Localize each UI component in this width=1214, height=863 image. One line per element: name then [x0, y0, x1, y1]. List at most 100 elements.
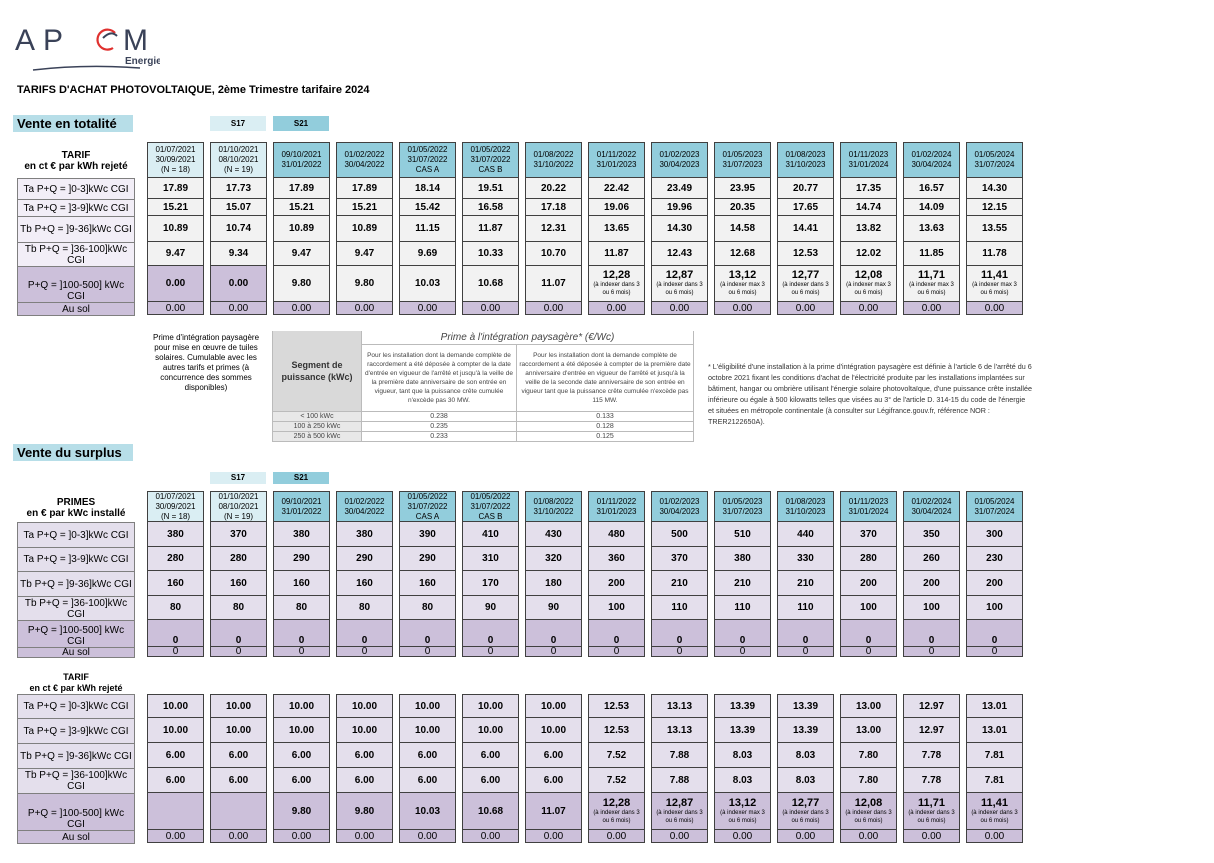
table-cell: 6.00	[462, 768, 519, 793]
table-cell: 0.00	[147, 266, 204, 302]
table-cell: 260	[903, 547, 960, 571]
table-cell: 11.07	[525, 793, 582, 830]
label-title: TARIF	[61, 150, 91, 161]
period-header: 01/08/2023 31/10/2023	[777, 142, 834, 178]
period-header: 01/05/2024 31/07/2024	[966, 142, 1023, 178]
cell-value: 9.80	[354, 805, 375, 817]
table-cell: 500	[651, 522, 708, 547]
period-header-line: 30/09/2021	[155, 501, 196, 511]
table-cell: 23.49	[651, 178, 708, 199]
table-cell: 0.00	[651, 830, 708, 843]
cell-value: 10.03	[414, 805, 441, 817]
table-cell: 7.88	[651, 768, 708, 793]
table-cell: 100	[966, 596, 1023, 620]
row-label: Tb P+Q = ]36-100]kWc CGI	[17, 768, 135, 794]
table-cell: 11.87	[588, 242, 645, 266]
table-cell: 10.89	[273, 216, 330, 242]
period-header-line: (N = 18)	[160, 165, 191, 174]
cell-value: 0.00	[165, 278, 186, 289]
table-cell: 13,12 (à indexer max 3 ou 6 mois)	[714, 266, 771, 302]
table-cell: 18.14	[399, 178, 456, 199]
period-header: 01/02/2024 30/04/2024	[903, 491, 960, 522]
period-header-line: CAS B	[478, 511, 503, 521]
table-cell: 200	[903, 571, 960, 596]
table-cell: 14.41	[777, 216, 834, 242]
segment-header: Segment de puissance (kWc)	[272, 331, 362, 412]
cell-value: 11.07	[541, 278, 566, 289]
period-header: 09/10/2021 31/01/2022	[273, 142, 330, 178]
table-cell: 380	[273, 522, 330, 547]
period-header-line: 31/07/2023	[722, 506, 763, 516]
period-header: 01/11/2022 31/01/2023	[588, 491, 645, 522]
table-cell: 0.00	[210, 266, 267, 302]
table-cell: 9.34	[210, 242, 267, 266]
table-cell: 0	[147, 646, 204, 657]
period-header: 01/05/2023 31/07/2023	[714, 491, 771, 522]
table-cell: 7.52	[588, 743, 645, 768]
table-cell: 9.47	[336, 242, 393, 266]
period-header-line: 31/01/2024	[848, 160, 889, 169]
period-header-line: 01/05/2022	[407, 491, 448, 501]
table-cell: 200	[840, 571, 897, 596]
table-cell: 0	[273, 620, 330, 647]
table-cell: 15.21	[273, 199, 330, 216]
row-label: Tb P+Q = ]9-36]kWc CGI	[17, 571, 135, 597]
table-cell: 14.30	[966, 178, 1023, 199]
table-cell: 10.74	[210, 216, 267, 242]
tag-s21: S21	[273, 116, 329, 131]
row-label: Au sol	[17, 647, 135, 658]
table-cell: 0	[210, 620, 267, 647]
period-header-line: 31/10/2022	[533, 160, 574, 169]
segment: 250 à 500 kWc	[272, 431, 362, 442]
svg-text:Energie: Energie	[125, 56, 160, 67]
table-cell: 14.30	[651, 216, 708, 242]
table-cell: 13.63	[903, 216, 960, 242]
cell-value: 12,08	[854, 796, 883, 809]
period-header-line: 01/07/2021	[155, 491, 196, 501]
cell-value: 12,87	[665, 796, 694, 809]
table-cell: 22.42	[588, 178, 645, 199]
prime-integration-table: Segment de puissance (kWc) Prime à l'int…	[272, 331, 694, 442]
table-cell: 0	[840, 620, 897, 647]
cell-note: (à indexer max 3 ou 6 mois)	[720, 809, 765, 824]
table-cell: 180	[525, 571, 582, 596]
table-cell: 13.39	[777, 694, 834, 718]
cell-value: 12,08	[854, 269, 883, 281]
table-cell: 10.68	[462, 793, 519, 830]
table-cell: 210	[714, 571, 771, 596]
table-cell: 9.47	[147, 242, 204, 266]
table-cell: 10.89	[147, 216, 204, 242]
period-header-line: 08/10/2021	[218, 501, 259, 511]
period-header-line: 31/07/2022	[470, 501, 511, 511]
period-header-line: 01/02/2023	[659, 150, 700, 159]
table-cell: 15.21	[336, 199, 393, 216]
table-cell: 13.01	[966, 718, 1023, 743]
table-cell: 100	[903, 596, 960, 620]
table-cell: 10.89	[336, 216, 393, 242]
period-header: 01/08/2023 31/10/2023	[777, 491, 834, 522]
table-cell: 10.00	[399, 718, 456, 743]
cell-value: 12,28	[602, 796, 631, 809]
cell-value: 10.68	[477, 278, 504, 289]
period-header-line: (N = 19)	[223, 511, 254, 521]
period-header-line: 30/04/2024	[911, 160, 952, 169]
table-cell: 230	[966, 547, 1023, 571]
table-cell: 10.68	[462, 266, 519, 302]
table-cell: 12.43	[651, 242, 708, 266]
tag-s17: S17	[210, 116, 266, 131]
prime-col2-header: Pour les installation dont la demande co…	[516, 344, 694, 412]
table-cell: 10.00	[147, 718, 204, 743]
table-cell: 13.13	[651, 694, 708, 718]
cell-note: (à indexer max 3 ou 6 mois)	[846, 282, 891, 296]
table-cell: 10.00	[273, 694, 330, 718]
table-cell: 110	[651, 596, 708, 620]
table-cell: 160	[273, 571, 330, 596]
period-header: 01/02/2023 30/04/2023	[651, 142, 708, 178]
cell-value: 12,77	[791, 796, 820, 809]
table-cell: 0	[399, 620, 456, 647]
table-cell: 7.78	[903, 768, 960, 793]
table-cell: 23.95	[714, 178, 771, 199]
table-cell: 6.00	[399, 743, 456, 768]
table-cell: 0.00	[777, 830, 834, 843]
table-cell: 15.21	[147, 199, 204, 216]
